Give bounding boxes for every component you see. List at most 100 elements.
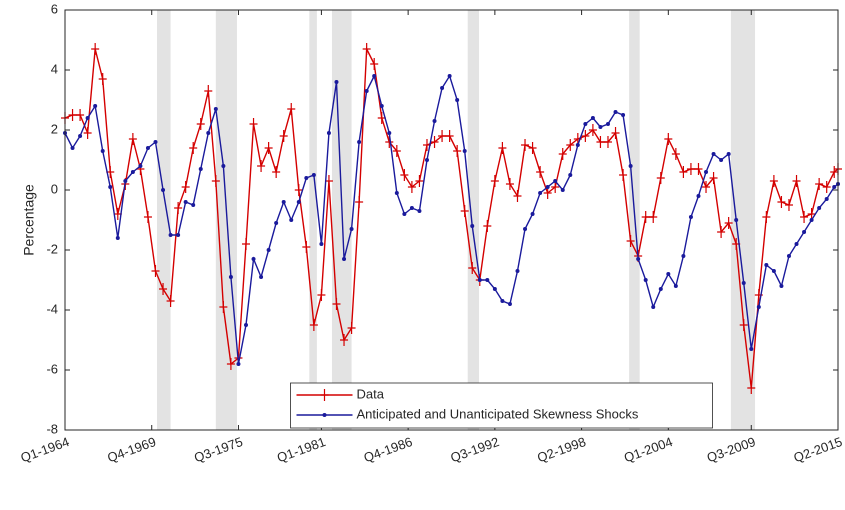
data-marker — [588, 124, 597, 136]
data-marker — [241, 238, 250, 250]
x-tick-label: Q3-1975 — [192, 434, 245, 465]
data-marker — [243, 323, 248, 327]
data-marker — [370, 58, 379, 70]
data-marker — [445, 130, 454, 142]
data-marker — [543, 187, 552, 199]
data-marker — [309, 319, 318, 331]
data-marker — [739, 319, 748, 331]
x-tick-label: Q3-2009 — [705, 434, 758, 465]
data-marker — [702, 181, 711, 193]
data-marker — [769, 175, 778, 187]
data-marker — [392, 145, 401, 157]
data-marker — [151, 265, 160, 277]
data-marker — [289, 218, 294, 222]
data-marker — [161, 188, 166, 192]
data-marker — [181, 181, 190, 193]
data-marker — [764, 263, 769, 267]
data-marker — [462, 149, 467, 153]
plot-frame — [64, 9, 839, 431]
data-marker — [771, 269, 776, 273]
x-tick-label: Q1-1981 — [275, 434, 328, 465]
data-marker — [211, 175, 220, 187]
legend-box — [290, 382, 713, 429]
data-marker — [432, 119, 437, 123]
x-tick-label: Q1-2004 — [622, 434, 675, 465]
data-marker — [611, 127, 620, 139]
data-marker — [91, 43, 100, 55]
data-marker — [621, 113, 626, 117]
x-tick-label: Q4-1969 — [105, 434, 158, 465]
data-marker — [717, 226, 726, 238]
data-marker — [204, 85, 213, 97]
x-tick-label: Q2-2015 — [792, 434, 845, 465]
y-tick-label: 0 — [51, 181, 58, 196]
data-marker — [679, 166, 688, 178]
data-marker — [777, 196, 786, 208]
data-marker — [183, 200, 188, 204]
data-marker — [379, 104, 384, 108]
data-marker — [409, 206, 414, 210]
data-marker — [809, 218, 814, 222]
data-marker — [340, 334, 349, 346]
data-marker — [272, 166, 281, 178]
data-marker — [749, 347, 754, 351]
data-marker — [568, 173, 573, 177]
data-marker — [228, 275, 233, 279]
data-marker — [507, 302, 512, 306]
data-marker — [513, 190, 522, 202]
data-marker — [724, 217, 733, 229]
data-marker — [575, 143, 580, 147]
data-marker — [447, 74, 452, 78]
data-marker — [417, 209, 422, 213]
data-marker — [362, 43, 371, 55]
data-marker — [166, 295, 175, 307]
data-marker — [168, 233, 173, 237]
data-marker — [302, 241, 311, 253]
x-tick-label: Q2-1998 — [535, 434, 588, 465]
data-marker — [590, 116, 595, 120]
data-marker — [490, 175, 499, 187]
data-marker — [747, 382, 756, 394]
data-marker — [319, 242, 324, 246]
data-marker — [551, 181, 560, 193]
data-marker — [523, 227, 528, 231]
data-marker — [696, 194, 701, 198]
data-marker — [762, 211, 771, 223]
data-marker — [734, 218, 739, 222]
legend-label: Anticipated and Unanticipated Skewness S… — [357, 406, 639, 421]
data-marker — [143, 211, 152, 223]
data-marker — [649, 211, 658, 223]
data-marker — [545, 185, 550, 189]
data-marker — [70, 146, 75, 150]
data-marker — [402, 212, 407, 216]
data-marker — [560, 188, 565, 192]
data-marker — [485, 278, 490, 282]
data-marker — [628, 164, 633, 168]
x-tick-label: Q4-1986 — [362, 434, 415, 465]
data-marker — [332, 298, 341, 310]
data-marker — [536, 166, 545, 178]
data-marker — [357, 140, 362, 144]
data-marker — [415, 175, 424, 187]
data-marker — [666, 272, 671, 276]
data-marker — [279, 130, 288, 142]
data-marker — [664, 133, 673, 145]
data-marker — [455, 98, 460, 102]
data-marker — [694, 163, 703, 175]
data-marker — [784, 199, 793, 211]
data-marker — [521, 139, 530, 151]
data-marker — [605, 122, 610, 126]
data-marker — [219, 301, 228, 313]
data-marker — [153, 140, 158, 144]
data-marker — [100, 149, 105, 153]
data-marker — [741, 281, 746, 285]
data-marker — [603, 136, 612, 148]
data-marker — [342, 257, 347, 261]
data-marker — [686, 163, 695, 175]
data-marker — [553, 179, 558, 183]
data-marker — [641, 211, 650, 223]
data-marker — [613, 110, 618, 114]
data-marker — [438, 130, 447, 142]
y-tick-label: 4 — [51, 61, 58, 76]
data-marker — [349, 227, 354, 231]
